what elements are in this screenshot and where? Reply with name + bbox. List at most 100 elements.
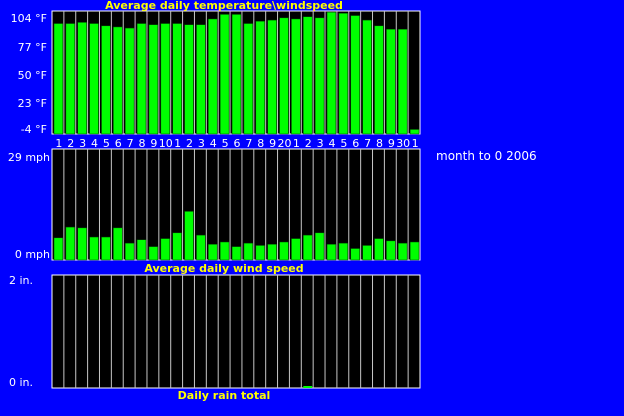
bar [124, 27, 135, 135]
x-tick-label: 6 [234, 137, 241, 150]
bar [362, 245, 372, 261]
bar [231, 246, 242, 261]
bar [255, 245, 265, 261]
y-tick-label: 77 °F [18, 41, 47, 54]
bar [77, 22, 87, 135]
x-tick-label: 4 [91, 137, 98, 150]
bar [398, 28, 408, 135]
x-tick-label: 5 [340, 137, 347, 150]
bar [326, 244, 337, 261]
bar [255, 21, 265, 135]
bar [267, 19, 277, 135]
bar [148, 24, 159, 135]
bar [172, 232, 182, 261]
x-tick-label: 10 [159, 137, 173, 150]
bar [208, 244, 218, 261]
bar [231, 14, 242, 135]
bar [303, 234, 313, 261]
x-tick-label: 1 [293, 137, 300, 150]
y-tick-label: -4 °F [21, 123, 47, 136]
bar [219, 241, 230, 261]
x-tick-label: 3 [317, 137, 324, 150]
x-tick-label: 1 [55, 137, 62, 150]
bar [350, 15, 360, 135]
x-tick-label: 2 [186, 137, 193, 150]
x-tick-label: 7 [127, 137, 134, 150]
bar [136, 239, 147, 261]
y-tick-label: 23 °F [18, 97, 47, 110]
bar [326, 11, 337, 135]
y-tick-label: 0 in. [9, 376, 33, 389]
bar [53, 237, 64, 261]
plot-area-2 [51, 148, 421, 261]
x-tick-label: 6 [352, 137, 359, 150]
bar [53, 23, 64, 135]
x-tick-label: 3 [198, 137, 205, 150]
bar [243, 242, 254, 261]
plot-area-3 [51, 274, 421, 389]
y-tick-label: 0 mph [15, 248, 50, 261]
x-tick-label: 8 [139, 137, 146, 150]
bar [101, 25, 111, 135]
x-tick-label: 6 [115, 137, 122, 150]
x-tick-label: 2 [305, 137, 312, 150]
x-tick-label: 7 [364, 137, 371, 150]
bar [89, 23, 99, 135]
x-tick-label: 1 [174, 137, 181, 150]
bar [65, 226, 75, 261]
bar [219, 14, 230, 135]
bar [184, 211, 194, 261]
bar [314, 17, 325, 135]
bar [113, 26, 123, 135]
bar [196, 234, 206, 261]
bar [65, 23, 75, 135]
bar [243, 23, 254, 135]
bar [291, 238, 301, 261]
bar [113, 227, 123, 261]
x-tick-label: 30 [396, 137, 410, 150]
bar [196, 24, 206, 135]
bar [89, 236, 99, 261]
bar [279, 241, 289, 261]
bar [303, 386, 313, 388]
bar [279, 17, 289, 135]
bar [77, 227, 87, 261]
bar [338, 242, 349, 261]
bar [362, 19, 372, 135]
bar [160, 23, 170, 135]
bar [314, 232, 325, 261]
bar [136, 23, 147, 135]
x-tick-label: 9 [388, 137, 395, 150]
x-tick-label: 5 [103, 137, 110, 150]
bar [374, 238, 384, 261]
bar [350, 248, 360, 261]
x-tick-label: 2 [67, 137, 74, 150]
x-tick-label: 8 [257, 137, 264, 150]
y-tick-label: 29 mph [8, 151, 50, 164]
bar [409, 129, 420, 135]
x-tick-label: 7 [245, 137, 252, 150]
bar [386, 240, 396, 261]
bar [160, 238, 170, 261]
bar [338, 13, 349, 135]
x-tick-label: 20 [277, 137, 291, 150]
x-tick-label: 8 [376, 137, 383, 150]
bar [148, 246, 159, 261]
y-tick-label: 104 °F [11, 12, 47, 25]
bar [172, 23, 182, 135]
bar [101, 236, 111, 261]
bar [184, 24, 194, 135]
x-tick-label: 3 [79, 137, 86, 150]
bar [409, 241, 420, 261]
bar [267, 244, 277, 261]
bar [124, 242, 135, 261]
bar [374, 25, 384, 135]
chart-title: Average daily temperature\windspeed [105, 0, 343, 12]
x-tick-label: 9 [150, 137, 157, 150]
bar [398, 242, 408, 261]
chart-title: Average daily wind speed [144, 262, 303, 275]
x-tick-label: 5 [222, 137, 229, 150]
chart-title: Daily rain total [178, 389, 271, 402]
x-tick-label: 1 [412, 137, 419, 150]
